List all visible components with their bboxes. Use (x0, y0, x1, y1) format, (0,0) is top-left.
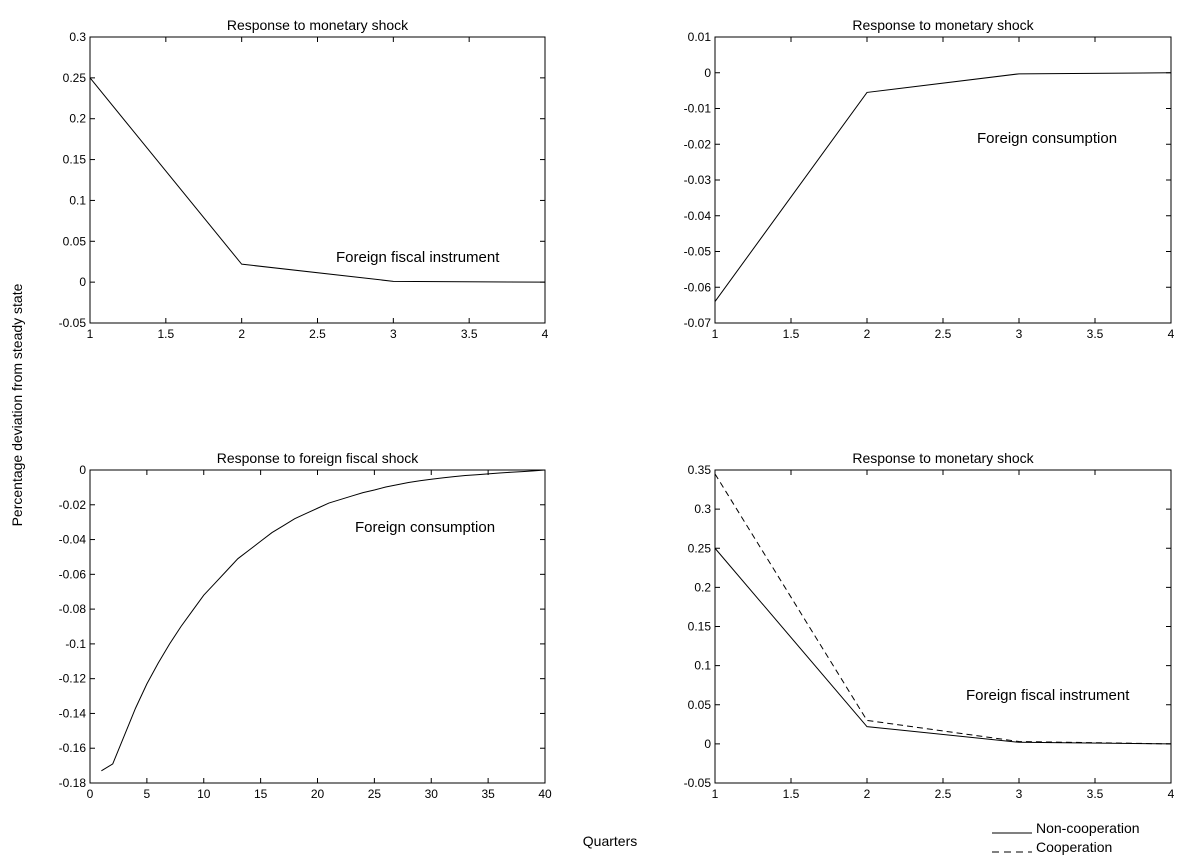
y-tick-label: -0.14 (59, 706, 87, 720)
legend-label-non-cooperation: Non-cooperation (1036, 820, 1140, 836)
x-tick-label: 3 (390, 327, 397, 341)
y-tick-label: -0.02 (59, 498, 87, 512)
series-line-non-cooperation (89, 77, 546, 283)
panel-annotation: Foreign fiscal instrument (336, 249, 500, 266)
y-tick-label: -0.05 (684, 245, 712, 259)
x-tick-label: 2.5 (309, 327, 326, 341)
y-tick-label: 0.01 (688, 30, 712, 44)
y-tick-label: -0.01 (684, 102, 712, 116)
x-tick-label: 3.5 (1087, 787, 1104, 801)
x-tick-label: 3.5 (1087, 327, 1104, 341)
y-tick-label: 0 (79, 275, 86, 289)
y-tick-label: 0.3 (69, 30, 86, 44)
y-tick-label: -0.02 (684, 137, 712, 151)
chart-panel-4: 1 1.5 2 2.5 3 3.5 4 -0.05 0 0.05 0.1 0.15 0.2 0.25 0.3… (684, 450, 1175, 801)
x-tick-label: 10 (197, 787, 211, 801)
x-tick-label: 1 (712, 787, 719, 801)
x-tick-label: 2.5 (935, 787, 952, 801)
y-tick-label: -0.16 (59, 741, 87, 755)
axes-frame (714, 469, 1172, 784)
x-tick-label: 1.5 (783, 787, 800, 801)
legend: Non-cooperation Cooperation (992, 820, 1140, 855)
y-tick-label: -0.1 (65, 637, 86, 651)
x-tick-label: 4 (542, 327, 549, 341)
y-tick-label: -0.04 (684, 209, 712, 223)
x-tick-label: 1.5 (157, 327, 174, 341)
x-tick-label: 1 (87, 327, 94, 341)
y-tick-label: -0.03 (684, 173, 712, 187)
x-tick-label: 5 (144, 787, 151, 801)
series-line-non-cooperation (714, 547, 1172, 745)
y-tick-label: 0 (79, 463, 86, 477)
x-tick-label: 25 (368, 787, 382, 801)
x-tick-label: 15 (254, 787, 268, 801)
y-tick-label: 0.05 (688, 698, 712, 712)
x-tick-label: 2.5 (935, 327, 952, 341)
panel-title: Response to monetary shock (227, 17, 409, 33)
y-tick-label: 0.2 (69, 112, 86, 126)
y-tick-label: 0.2 (694, 580, 711, 594)
y-tick-label: -0.08 (59, 602, 87, 616)
panel-title: Response to monetary shock (852, 17, 1034, 33)
y-tick-label: -0.18 (59, 776, 87, 790)
y-tick-label: 0 (704, 66, 711, 80)
chart-panel-1: 1 1.5 2 2.5 3 3.5 4 -0.05 0 0.05 0.1 0.15 0.2 0.25 0.3… (59, 17, 549, 341)
y-tick-label: -0.06 (59, 567, 87, 581)
x-tick-label: 0 (87, 787, 94, 801)
series-line-non-cooperation (714, 72, 1172, 302)
x-tick-label: 40 (538, 787, 552, 801)
y-tick-label: -0.04 (59, 533, 87, 547)
y-tick-label: 0 (704, 737, 711, 751)
panel-annotation: Foreign consumption (977, 130, 1117, 147)
figure-ylabel: Percentage deviation from steady state (9, 283, 25, 526)
y-tick-label: -0.05 (59, 316, 87, 330)
axes-frame (89, 36, 546, 324)
y-tick-label: -0.05 (684, 776, 712, 790)
legend-label-cooperation: Cooperation (1036, 839, 1112, 855)
y-tick-label: 0.35 (688, 463, 712, 477)
y-tick-label: -0.06 (684, 280, 712, 294)
axes-frame (714, 36, 1172, 324)
figure-xlabel: Quarters (583, 833, 637, 849)
panel-title: Response to monetary shock (852, 450, 1034, 466)
series-line-cooperation (714, 473, 1172, 745)
chart-panel-3: 0 5 10 15 20 25 30 35 40 -0.18 -0.16 -0.14 -0.12 -0.1… (59, 450, 552, 801)
x-tick-label: 3 (1016, 787, 1023, 801)
x-tick-label: 1 (712, 327, 719, 341)
y-tick-label: 0.3 (694, 502, 711, 516)
x-tick-label: 20 (311, 787, 325, 801)
panel-annotation: Foreign fiscal instrument (966, 687, 1130, 704)
x-tick-label: 30 (425, 787, 439, 801)
x-tick-label: 1.5 (783, 327, 800, 341)
y-tick-label: 0.15 (63, 153, 87, 167)
x-tick-label: 4 (1168, 327, 1175, 341)
y-tick-label: 0.25 (63, 71, 87, 85)
y-tick-label: -0.12 (59, 672, 87, 686)
chart-panel-2: 1 1.5 2 2.5 3 3.5 4 -0.07 -0.06 -0.05 -0.04 -0.03 -0… (684, 17, 1175, 341)
panels: 1 1.5 2 2.5 3 3.5 4-0.0500.050.10.150.20.250.3… (59, 17, 1175, 801)
x-tick-label: 4 (1168, 787, 1175, 801)
y-tick-label: 0.05 (63, 234, 87, 248)
series-line-non-cooperation (101, 469, 546, 772)
y-tick-label: -0.07 (684, 316, 712, 330)
axes-frame (89, 469, 546, 784)
panel-title: Response to foreign fiscal shock (217, 450, 420, 466)
y-tick-label: 0.15 (688, 620, 712, 634)
x-tick-label: 2 (238, 327, 245, 341)
panel-annotation: Foreign consumption (355, 519, 495, 536)
x-tick-label: 3.5 (461, 327, 478, 341)
y-tick-label: 0.1 (694, 659, 711, 673)
x-tick-label: 35 (481, 787, 495, 801)
y-tick-label: 0.1 (69, 193, 86, 207)
x-tick-label: 2 (864, 787, 871, 801)
x-tick-label: 3 (1016, 327, 1023, 341)
y-tick-label: 0.25 (688, 541, 712, 555)
x-tick-label: 2 (864, 327, 871, 341)
